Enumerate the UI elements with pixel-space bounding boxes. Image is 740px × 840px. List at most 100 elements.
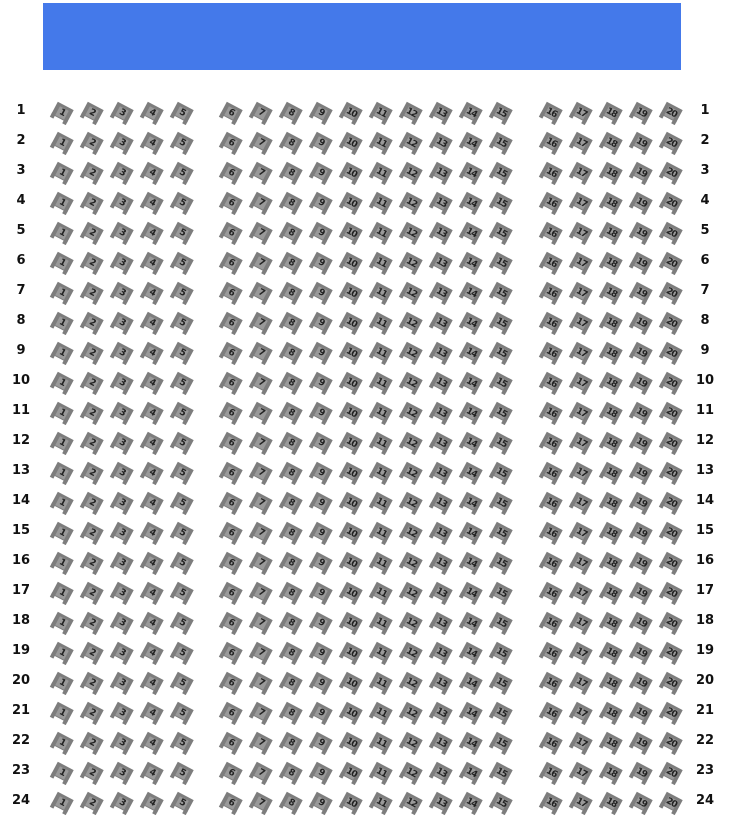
seat-row-11-10[interactable]: 10 <box>338 401 363 426</box>
seat-row-19-10[interactable]: 10 <box>338 641 363 666</box>
seat-row-3-7[interactable]: 7 <box>248 161 273 186</box>
seat-row-23-2[interactable]: 2 <box>79 761 104 786</box>
seat-row-8-3[interactable]: 3 <box>109 311 134 336</box>
seat-row-4-1[interactable]: 1 <box>49 191 74 216</box>
seat-row-16-20[interactable]: 20 <box>658 551 683 576</box>
seat-row-13-16[interactable]: 16 <box>538 461 563 486</box>
seat-row-21-12[interactable]: 12 <box>398 701 423 726</box>
seat-row-3-12[interactable]: 12 <box>398 161 423 186</box>
seat-row-15-19[interactable]: 19 <box>628 521 653 546</box>
seat-row-2-9[interactable]: 9 <box>308 131 333 156</box>
seat-row-13-9[interactable]: 9 <box>308 461 333 486</box>
seat-row-24-3[interactable]: 3 <box>109 791 134 816</box>
seat-row-10-17[interactable]: 17 <box>568 371 593 396</box>
seat-row-16-1[interactable]: 1 <box>49 551 74 576</box>
seat-row-3-10[interactable]: 10 <box>338 161 363 186</box>
seat-row-3-8[interactable]: 8 <box>278 161 303 186</box>
seat-row-15-12[interactable]: 12 <box>398 521 423 546</box>
seat-row-14-8[interactable]: 8 <box>278 491 303 516</box>
seat-row-22-3[interactable]: 3 <box>109 731 134 756</box>
seat-row-11-15[interactable]: 15 <box>488 401 513 426</box>
seat-row-15-6[interactable]: 6 <box>218 521 243 546</box>
seat-row-13-19[interactable]: 19 <box>628 461 653 486</box>
seat-row-11-6[interactable]: 6 <box>218 401 243 426</box>
seat-row-18-3[interactable]: 3 <box>109 611 134 636</box>
seat-row-14-20[interactable]: 20 <box>658 491 683 516</box>
seat-row-22-2[interactable]: 2 <box>79 731 104 756</box>
seat-row-16-2[interactable]: 2 <box>79 551 104 576</box>
seat-row-12-20[interactable]: 20 <box>658 431 683 456</box>
seat-row-22-9[interactable]: 9 <box>308 731 333 756</box>
seat-row-2-19[interactable]: 19 <box>628 131 653 156</box>
seat-row-9-13[interactable]: 13 <box>428 341 453 366</box>
seat-row-1-8[interactable]: 8 <box>278 101 303 126</box>
seat-row-20-13[interactable]: 13 <box>428 671 453 696</box>
seat-row-18-13[interactable]: 13 <box>428 611 453 636</box>
seat-row-24-18[interactable]: 18 <box>598 791 623 816</box>
seat-row-3-17[interactable]: 17 <box>568 161 593 186</box>
seat-row-14-3[interactable]: 3 <box>109 491 134 516</box>
seat-row-9-15[interactable]: 15 <box>488 341 513 366</box>
seat-row-5-17[interactable]: 17 <box>568 221 593 246</box>
seat-row-8-10[interactable]: 10 <box>338 311 363 336</box>
seat-row-9-9[interactable]: 9 <box>308 341 333 366</box>
seat-row-21-9[interactable]: 9 <box>308 701 333 726</box>
seat-row-10-12[interactable]: 12 <box>398 371 423 396</box>
seat-row-19-8[interactable]: 8 <box>278 641 303 666</box>
seat-row-6-12[interactable]: 12 <box>398 251 423 276</box>
seat-row-17-17[interactable]: 17 <box>568 581 593 606</box>
seat-row-16-3[interactable]: 3 <box>109 551 134 576</box>
seat-row-20-12[interactable]: 12 <box>398 671 423 696</box>
seat-row-22-14[interactable]: 14 <box>458 731 483 756</box>
seat-row-8-5[interactable]: 5 <box>169 311 194 336</box>
seat-row-11-14[interactable]: 14 <box>458 401 483 426</box>
seat-row-19-18[interactable]: 18 <box>598 641 623 666</box>
seat-row-19-1[interactable]: 1 <box>49 641 74 666</box>
seat-row-12-11[interactable]: 11 <box>368 431 393 456</box>
seat-row-3-5[interactable]: 5 <box>169 161 194 186</box>
seat-row-10-16[interactable]: 16 <box>538 371 563 396</box>
seat-row-5-18[interactable]: 18 <box>598 221 623 246</box>
seat-row-19-4[interactable]: 4 <box>139 641 164 666</box>
seat-row-17-12[interactable]: 12 <box>398 581 423 606</box>
seat-row-11-11[interactable]: 11 <box>368 401 393 426</box>
seat-row-1-19[interactable]: 19 <box>628 101 653 126</box>
seat-row-6-13[interactable]: 13 <box>428 251 453 276</box>
seat-row-12-5[interactable]: 5 <box>169 431 194 456</box>
seat-row-6-14[interactable]: 14 <box>458 251 483 276</box>
seat-row-18-11[interactable]: 11 <box>368 611 393 636</box>
seat-row-22-12[interactable]: 12 <box>398 731 423 756</box>
seat-row-7-10[interactable]: 10 <box>338 281 363 306</box>
seat-row-8-13[interactable]: 13 <box>428 311 453 336</box>
seat-row-23-16[interactable]: 16 <box>538 761 563 786</box>
seat-row-11-18[interactable]: 18 <box>598 401 623 426</box>
seat-row-2-8[interactable]: 8 <box>278 131 303 156</box>
seat-row-8-20[interactable]: 20 <box>658 311 683 336</box>
seat-row-23-20[interactable]: 20 <box>658 761 683 786</box>
seat-row-15-13[interactable]: 13 <box>428 521 453 546</box>
seat-row-20-10[interactable]: 10 <box>338 671 363 696</box>
seat-row-2-3[interactable]: 3 <box>109 131 134 156</box>
seat-row-10-5[interactable]: 5 <box>169 371 194 396</box>
seat-row-4-2[interactable]: 2 <box>79 191 104 216</box>
seat-row-1-17[interactable]: 17 <box>568 101 593 126</box>
seat-row-5-15[interactable]: 15 <box>488 221 513 246</box>
seat-row-5-11[interactable]: 11 <box>368 221 393 246</box>
seat-row-21-13[interactable]: 13 <box>428 701 453 726</box>
seat-row-10-6[interactable]: 6 <box>218 371 243 396</box>
seat-row-17-11[interactable]: 11 <box>368 581 393 606</box>
seat-row-20-7[interactable]: 7 <box>248 671 273 696</box>
seat-row-19-20[interactable]: 20 <box>658 641 683 666</box>
seat-row-16-13[interactable]: 13 <box>428 551 453 576</box>
seat-row-6-8[interactable]: 8 <box>278 251 303 276</box>
seat-row-22-15[interactable]: 15 <box>488 731 513 756</box>
seat-row-7-16[interactable]: 16 <box>538 281 563 306</box>
seat-row-6-2[interactable]: 2 <box>79 251 104 276</box>
seat-row-9-1[interactable]: 1 <box>49 341 74 366</box>
seat-row-8-16[interactable]: 16 <box>538 311 563 336</box>
seat-row-8-15[interactable]: 15 <box>488 311 513 336</box>
seat-row-12-18[interactable]: 18 <box>598 431 623 456</box>
seat-row-23-15[interactable]: 15 <box>488 761 513 786</box>
seat-row-22-7[interactable]: 7 <box>248 731 273 756</box>
seat-row-7-11[interactable]: 11 <box>368 281 393 306</box>
